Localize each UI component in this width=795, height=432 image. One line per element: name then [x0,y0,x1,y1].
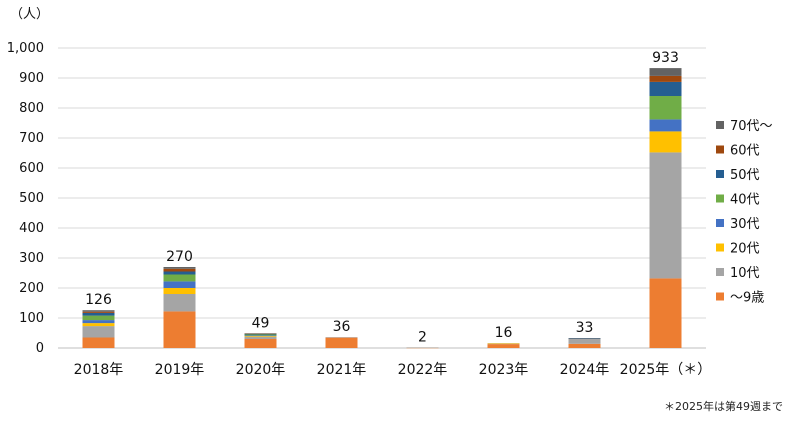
bar-segment [244,333,277,335]
bar-segment [163,288,196,294]
bar-segment [82,315,115,321]
bar-segment [325,337,358,348]
legend-label: 10代 [730,266,760,281]
footnote: ＊2025年は第49週まで [664,400,783,413]
x-tick-label: 2025年（＊） [620,362,712,378]
bar-segment [82,312,115,316]
legend-swatch [716,170,724,178]
bar-segment [568,338,601,339]
y-tick-label: 0 [36,341,44,356]
bar-segment [163,274,196,282]
bar-segment [487,343,520,344]
legend-label: 70代～ [730,119,773,134]
legend-label: 60代 [730,144,760,159]
bar-segment [649,278,682,348]
bar-segment [649,96,682,120]
legend-swatch [716,194,724,203]
legend-label: 30代 [730,217,760,232]
x-tick-label: 2023年 [479,362,529,378]
bar-segment [649,152,682,279]
legend-swatch [716,219,724,227]
total-data-label: 49 [252,315,270,331]
y-tick-label: 100 [19,311,44,326]
bar-segment [163,267,196,269]
bar-segment [244,335,277,336]
bar-segment [163,271,196,275]
bar-segment [649,119,682,132]
bar-segment [82,323,115,327]
bar-segment [244,333,277,335]
bar-segment [244,336,277,339]
legend-swatch [716,292,724,301]
bar-segment [487,344,520,348]
y-unit-label: （人） [10,7,49,22]
bar-segment [82,310,115,312]
bar-segment [568,343,601,348]
total-data-label: 33 [576,320,594,336]
bar-segment [82,337,115,348]
bar-segment [406,347,439,348]
total-data-label: 270 [166,249,193,265]
legend-swatch [716,243,724,252]
y-tick-label: 500 [19,191,44,206]
bar-segment [82,311,115,313]
bar-segment [82,320,115,324]
x-tick-label: 2021年 [317,362,367,378]
y-tick-label: 300 [19,251,44,266]
legend-label: ～9歳 [730,291,764,306]
y-tick-label: 200 [19,281,44,296]
bar-segment [649,75,682,82]
total-data-label: 36 [333,319,351,335]
bar-segment [82,326,115,338]
bar-segment [163,268,196,272]
bar-segment [568,338,601,344]
total-data-label: 933 [652,50,679,66]
bar-segment [487,343,520,345]
bar-segment [568,338,601,339]
x-tick-label: 2022年 [398,362,448,378]
legend-label: 20代 [730,242,760,257]
legend-swatch [716,268,724,276]
bar-segment [163,311,196,348]
x-tick-label: 2019年 [155,362,205,378]
total-data-label: 16 [495,325,513,341]
bar-segment [244,339,277,348]
bar-segment [649,131,682,153]
bar-segment [325,337,358,338]
y-tick-label: 1,000 [7,41,44,56]
bar-segment [649,81,682,96]
x-tick-label: 2024年 [560,362,610,378]
bar-segment [244,336,277,337]
y-tick-label: 700 [19,131,44,146]
y-tick-label: 800 [19,101,44,116]
legend-label: 40代 [730,193,760,208]
legend-swatch [716,145,724,154]
bar-segment [163,281,196,288]
bar-segment [244,333,277,334]
total-data-label: 2 [418,329,427,345]
y-tick-label: 400 [19,221,44,236]
legend-label: 50代 [730,168,760,183]
x-tick-label: 2020年 [236,362,286,378]
y-tick-label: 600 [19,161,44,176]
bar-segment [244,334,277,336]
y-tick-label: 900 [19,71,44,86]
total-data-label: 126 [85,292,112,308]
bar-segment [163,294,196,312]
x-tick-label: 2018年 [74,362,124,378]
bar-segment [406,347,439,349]
bar-segment [649,68,682,76]
legend-swatch [716,121,724,129]
